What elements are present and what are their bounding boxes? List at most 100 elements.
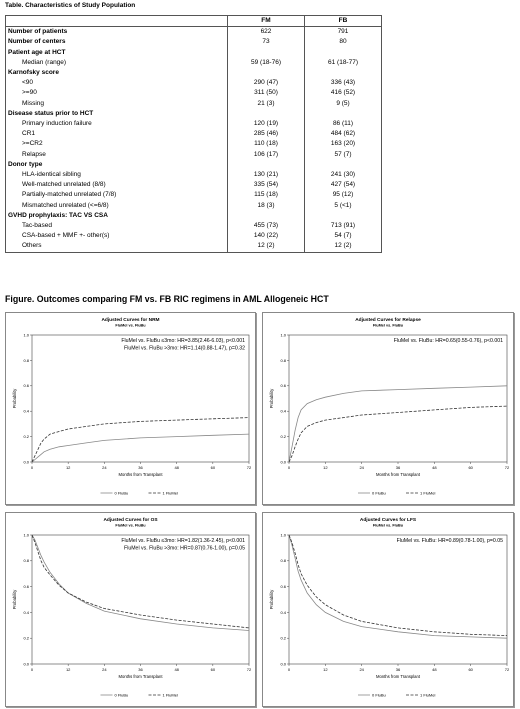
- y-tick-label: 0.6: [280, 383, 286, 388]
- fb-value: 427 (54): [304, 180, 382, 191]
- x-tick-label: 12: [66, 465, 71, 470]
- fm-value: [227, 159, 305, 171]
- row-label: Karnofsky score: [8, 69, 59, 77]
- fb-value: 54 (7): [304, 231, 382, 242]
- x-tick-label: 36: [138, 465, 143, 470]
- table-row: HLA-identical sibling 130 (21) 241 (30): [6, 170, 382, 181]
- row-label: Well-matched unrelated (8/8): [22, 181, 106, 189]
- table-row: Missing 21 (3) 9 (5): [6, 98, 382, 109]
- y-tick-label: 1.0: [280, 332, 286, 337]
- fb-value: 241 (30): [304, 170, 382, 181]
- row-label: Partially-matched unrelated (7/8): [22, 191, 117, 199]
- row-label: CSA-based + MMF +- other(s): [22, 232, 110, 240]
- fm-value: 130 (21): [227, 170, 305, 181]
- fb-value: 86 (11): [304, 119, 382, 130]
- row-label: >=CR2: [22, 140, 43, 148]
- hr-annotation: FluMel vs. FluBu: HR=0.65(0.55-0.76), p<…: [394, 338, 503, 344]
- fb-value: 484 (62): [304, 129, 382, 140]
- y-axis-label: Probability: [12, 589, 17, 609]
- x-tick-label: 0: [31, 667, 34, 672]
- plot-area: [31, 334, 250, 463]
- y-tick-label: 0.8: [23, 558, 29, 563]
- fm-value: [227, 210, 305, 222]
- legend-label: 1 FluMel: [163, 693, 178, 698]
- y-tick-label: 1.0: [23, 332, 29, 337]
- row-label: HLA-identical sibling: [22, 171, 81, 179]
- x-tick-label: 60: [211, 465, 216, 470]
- fb-value: [304, 159, 382, 171]
- figure-title: Figure. Outcomes comparing FM vs. FB RIC…: [5, 294, 329, 304]
- fm-value: 106 (17): [227, 149, 305, 160]
- fb-value: 336 (43): [304, 78, 382, 89]
- x-tick-label: 36: [396, 667, 401, 672]
- series-line-1-flumel: [31, 534, 250, 629]
- y-tick-label: 0.6: [280, 584, 286, 589]
- table-row: Partially-matched unrelated (7/8) 115 (18…: [6, 190, 382, 201]
- row-label: >=90: [22, 89, 37, 97]
- hr-annotation: FluMel vs. FluBu >3mo: HR=0.87(0.76-1.00…: [124, 546, 245, 552]
- table-row: Median (range) 59 (18-76) 61 (18-77): [6, 57, 382, 69]
- row-label: Tac-based: [22, 222, 52, 230]
- x-tick-label: 48: [174, 465, 179, 470]
- x-tick-label: 60: [211, 667, 216, 672]
- y-tick-label: 0.8: [280, 558, 286, 563]
- x-tick-label: 36: [396, 465, 401, 470]
- x-axis-label: Months from Transplant: [119, 674, 164, 679]
- y-tick-label: 0.0: [23, 661, 29, 666]
- table-row: Others 12 (2) 12 (2): [5, 241, 382, 253]
- fb-value: [304, 68, 382, 79]
- row-label: Missing: [22, 99, 45, 107]
- fm-value: [227, 47, 305, 58]
- lfs-chart-panel: Adjusted Curves for LFS FluMel vs. FluBu 0…: [262, 512, 514, 707]
- table-row: Well-matched unrelated (8/8) 335 (54) 427 …: [6, 180, 382, 191]
- y-tick-label: 0.0: [23, 459, 29, 464]
- table-row: >=90 311 (50) 416 (52): [6, 88, 382, 99]
- x-tick-label: 24: [102, 667, 107, 672]
- table-row: >=CR2 110 (18) 163 (20): [6, 139, 382, 150]
- hr-annotation: FluMel vs. FluBu: HR=0.89(0.78-1.00), p=…: [397, 538, 504, 544]
- table-row: Tac-based 455 (73) 713 (91): [6, 221, 382, 232]
- fm-value: 21 (3): [227, 98, 305, 109]
- fm-value: 115 (18): [227, 190, 305, 201]
- series-line-0-flubu: [31, 534, 250, 631]
- fb-value: 57 (7): [304, 149, 382, 160]
- y-axis-label: Probability: [12, 388, 17, 408]
- table-row: Disease status prior to HCT: [6, 108, 382, 120]
- table-row: CSA-based + MMF +- other(s) 140 (22) 54 (7…: [6, 231, 382, 242]
- relapse-chart-panel: Adjusted Curves for Relapse FluMel vs. Fl…: [262, 312, 514, 505]
- chart-title: Adjusted Curves for LFS: [360, 517, 417, 523]
- x-tick-label: 0: [288, 667, 291, 672]
- y-tick-label: 0.4: [23, 610, 29, 615]
- fb-value: [304, 47, 382, 58]
- row-label: Median (range): [22, 58, 67, 66]
- hr-annotation: FluMel vs. FluBu >3mo: HR=1.14(0.88-1.47…: [124, 346, 245, 352]
- fb-value: 713 (91): [304, 221, 382, 232]
- y-tick-label: 0.2: [280, 636, 286, 641]
- hr-annotation: FluMel vs. FluBu ≤3mo: HR=1.82(1.36-2.45…: [121, 538, 245, 544]
- legend-label: 0 FluBu: [115, 693, 129, 698]
- nrm-chart-panel: Adjusted Curves for NRM FluMel vs. FluBu 0…: [5, 312, 256, 505]
- table-title: Table. Characteristics of Study Populati…: [5, 2, 136, 9]
- x-axis-label: Months from Transplant: [376, 472, 421, 477]
- fm-value: [227, 68, 305, 79]
- os-chart-panel: Adjusted Curves for OS FluMel vs. FluBu 0.…: [5, 512, 256, 707]
- fm-value: 12 (2): [227, 241, 305, 253]
- series-line-0-flubu: [288, 385, 508, 463]
- series-line-0-flubu: [288, 534, 508, 639]
- x-tick-label: 60: [468, 465, 473, 470]
- fb-value: 80: [304, 37, 382, 48]
- table-row: CR1 285 (46) 484 (62): [6, 129, 382, 140]
- legend-label: 1 FluMel: [420, 491, 435, 496]
- fm-value: 285 (46): [227, 129, 305, 140]
- fm-value: 59 (18-76): [227, 57, 305, 69]
- fm-value: 110 (18): [227, 139, 305, 150]
- fb-value: 9 (5): [304, 98, 382, 109]
- fm-value: [227, 108, 305, 120]
- table-row: Patient age at HCT: [6, 47, 382, 58]
- fb-value: [304, 108, 382, 120]
- table-row: Relapse 106 (17) 57 (7): [6, 149, 382, 160]
- x-tick-label: 12: [323, 465, 328, 470]
- legend-label: 0 FluBu: [372, 491, 386, 496]
- chart-subtitle: FluMel vs. FluBu: [115, 524, 146, 528]
